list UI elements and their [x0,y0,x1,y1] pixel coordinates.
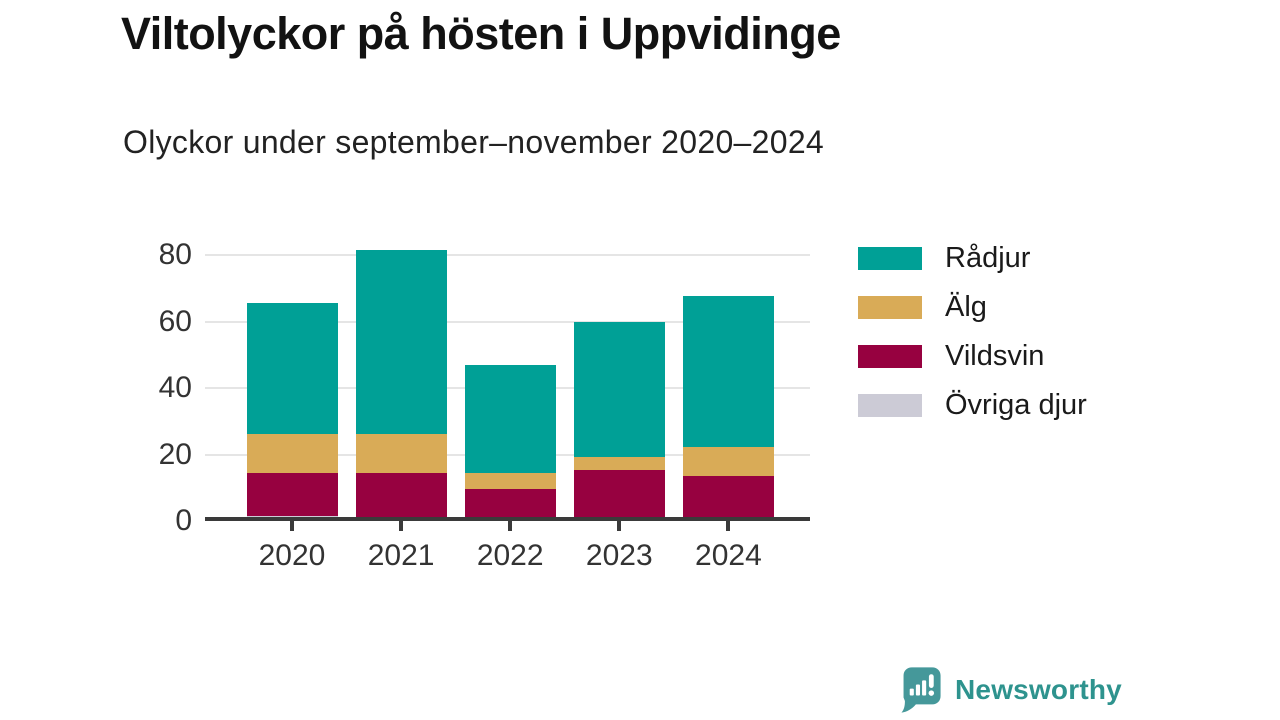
y-axis-label: 40 [158,371,192,405]
bar-segment-Älg [573,456,665,470]
legend-swatch-Vildsvin [858,345,922,368]
gridline [205,254,810,257]
y-axis-labels: 0 20 40 60 80 [118,237,192,536]
bar-segment-Älg [355,433,447,474]
bar-2024 [682,237,774,521]
brand-logo: Newsworthy [898,664,1122,716]
bar-segment-Vildsvin [573,469,665,519]
x-tick [290,521,294,531]
bar-segment-Vildsvin [682,476,774,519]
gridline [205,320,810,323]
legend-item: Övriga djur [858,389,1087,421]
x-tick [617,521,622,531]
legend: Rådjur Älg Vildsvin Övriga djur [858,242,1087,443]
x-axis-label: 2024 [695,539,762,572]
brand-name: Newsworthy [955,674,1122,705]
bar-segment-Vildsvin [355,473,447,519]
x-axis-label: 2021 [367,539,435,572]
legend-swatch-Övriga djur [858,394,922,417]
x-axis-label: 2023 [585,539,653,572]
legend-label: Älg [945,291,987,323]
bar-segment-Älg [464,473,556,490]
y-axis-label: 0 [175,504,192,537]
x-tick [399,521,404,531]
newsworthy-icon [901,667,941,713]
bar-segment-Rådjur [355,250,447,434]
bar-segment-Vildsvin [246,473,338,516]
legend-label: Rådjur [945,242,1031,274]
page-title: Viltolyckor på hösten i Uppvidinge [121,8,841,59]
x-tick [726,521,731,531]
bar-2022 [464,237,556,521]
x-axis-label: 2022 [476,539,544,572]
bar-2020 [246,237,338,521]
legend-swatch-Älg [858,296,922,319]
legend-item: Älg [858,291,1087,323]
y-axis-label: 60 [158,304,192,338]
y-axis-label: 80 [158,238,192,272]
bar-segment-Älg [246,433,338,474]
bar-2021 [355,237,447,521]
bar-segment-Rådjur [682,295,774,447]
bar-2023 [573,237,665,521]
bar-segment-Rådjur [464,364,556,474]
legend-label: Vildsvin [945,340,1045,372]
legend-item: Vildsvin [858,340,1087,372]
bar-segment-Rådjur [573,322,665,457]
x-axis-label: 2020 [258,539,326,572]
chart-subtitle: Olyckor under september–november 2020–20… [123,124,825,160]
bar-segment-Älg [682,446,774,477]
plot-area: 2020 2021 2022 2023 2024 [205,237,810,572]
legend-swatch-Rådjur [858,247,922,270]
bar-segment-Vildsvin [464,489,556,519]
x-tick [508,521,513,531]
y-axis-label: 20 [158,437,192,471]
legend-label: Övriga djur [945,389,1087,421]
bar-segment-Rådjur [246,302,338,434]
legend-item: Rådjur [858,242,1087,274]
x-axis-line [205,517,810,521]
